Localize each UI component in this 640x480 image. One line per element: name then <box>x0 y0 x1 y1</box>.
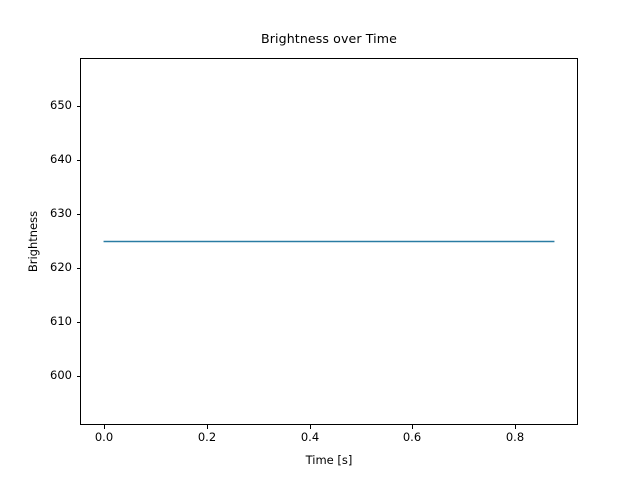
xtick-mark-0-4 <box>310 425 311 429</box>
xtick-mark-0-2 <box>207 425 208 429</box>
y-axis-label: Brightness <box>26 210 40 273</box>
xtick-label-0-8: 0.8 <box>505 430 525 444</box>
plot-area <box>80 58 578 425</box>
ytick-mark-620 <box>76 268 80 269</box>
page-title: Brightness over Time <box>261 31 397 46</box>
xtick-mark-0-6 <box>412 425 413 429</box>
ytick-mark-650 <box>76 106 80 107</box>
ytick-label-620: 620 <box>50 260 72 274</box>
xtick-mark-0-8 <box>515 425 516 429</box>
ytick-label-640: 640 <box>50 152 72 166</box>
xtick-mark-0-0 <box>104 425 105 429</box>
ytick-label-630: 630 <box>50 206 72 220</box>
ytick-mark-630 <box>76 214 80 215</box>
xtick-label-0-4: 0.4 <box>300 430 320 444</box>
ytick-mark-610 <box>76 322 80 323</box>
ytick-mark-640 <box>76 160 80 161</box>
xtick-label-0-0: 0.0 <box>94 430 114 444</box>
ytick-label-600: 600 <box>50 368 72 382</box>
ytick-mark-600 <box>76 376 80 377</box>
xtick-label-0-2: 0.2 <box>197 430 217 444</box>
ytick-label-610: 610 <box>50 314 72 328</box>
xtick-label-0-6: 0.6 <box>402 430 422 444</box>
x-axis-label: Time [s] <box>305 453 353 467</box>
data-line-svg <box>103 240 555 243</box>
ytick-label-650: 650 <box>50 98 72 112</box>
